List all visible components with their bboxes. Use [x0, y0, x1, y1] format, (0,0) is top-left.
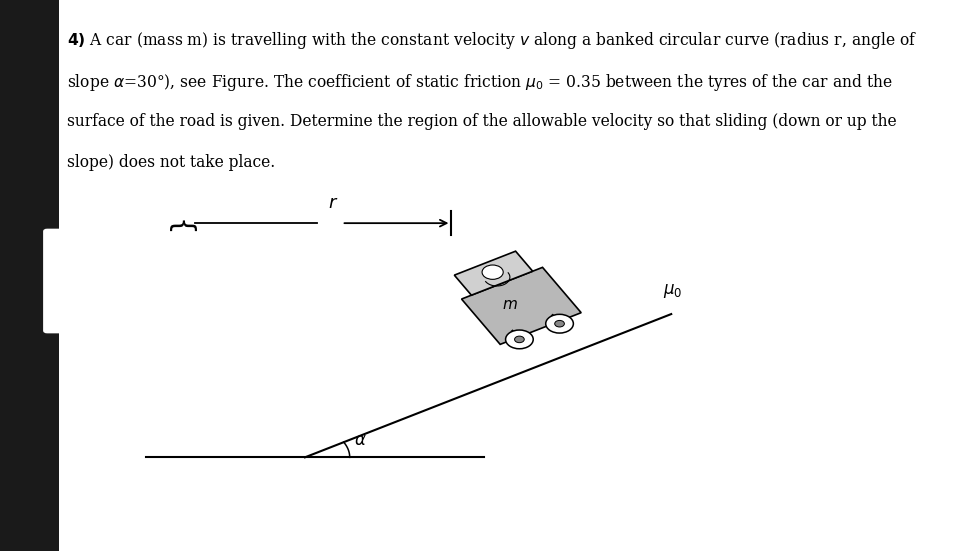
Circle shape: [545, 314, 573, 333]
Circle shape: [555, 321, 565, 327]
Text: surface of the road is given. Determine the region of the allowable velocity so : surface of the road is given. Determine …: [67, 113, 896, 130]
Text: $r$: $r$: [329, 194, 338, 212]
Circle shape: [482, 265, 503, 279]
Polygon shape: [454, 251, 533, 295]
Text: $m$: $m$: [503, 299, 518, 312]
Text: slope) does not take place.: slope) does not take place.: [67, 154, 275, 171]
FancyBboxPatch shape: [43, 229, 80, 333]
Polygon shape: [462, 267, 581, 344]
Text: $\mathbf{4)}$ A car (mass m) is travelling with the constant velocity $v$ along : $\mathbf{4)}$ A car (mass m) is travelli…: [67, 30, 917, 51]
Text: slope $\alpha$=30°), see Figure. The coefficient of static friction $\mu_0$ = 0.: slope $\alpha$=30°), see Figure. The coe…: [67, 72, 892, 93]
Text: $\alpha$: $\alpha$: [354, 431, 366, 449]
Text: $\{$: $\{$: [167, 215, 198, 231]
Circle shape: [505, 330, 534, 349]
Text: $\mu_0$: $\mu_0$: [663, 282, 682, 300]
Bar: [0, 0, 58, 551]
Circle shape: [514, 336, 524, 343]
